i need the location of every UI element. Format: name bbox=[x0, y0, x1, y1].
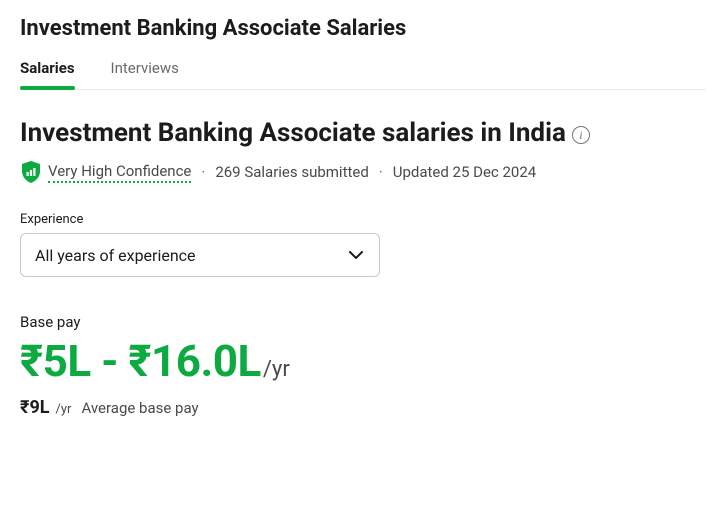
salary-heading: Investment Banking Associate salaries in… bbox=[20, 118, 566, 148]
meta-row: Very High Confidence · 269 Salaries subm… bbox=[20, 160, 706, 184]
heading-row: Investment Banking Associate salaries in… bbox=[20, 118, 706, 148]
average-amount: ₹9L bbox=[20, 397, 50, 418]
experience-label: Experience bbox=[20, 212, 706, 227]
chevron-down-icon bbox=[347, 246, 365, 264]
page-title: Investment Banking Associate Salaries bbox=[20, 16, 706, 41]
experience-dropdown[interactable]: All years of experience bbox=[20, 233, 380, 277]
tab-interviews[interactable]: Interviews bbox=[111, 59, 179, 89]
salary-range-row: ₹5L - ₹16.0L /yr bbox=[20, 335, 706, 387]
salary-per-year: /yr bbox=[263, 357, 290, 382]
confidence-badge[interactable]: Very High Confidence bbox=[20, 160, 191, 184]
base-pay-label: Base pay bbox=[20, 313, 706, 331]
info-icon[interactable]: i bbox=[572, 126, 590, 144]
average-label: Average base pay bbox=[81, 399, 198, 417]
average-row: ₹9L/yr Average base pay bbox=[20, 397, 706, 418]
average-per: /yr bbox=[56, 402, 72, 417]
tab-salaries[interactable]: Salaries bbox=[20, 59, 75, 89]
confidence-label: Very High Confidence bbox=[48, 162, 191, 183]
separator-dot: · bbox=[379, 163, 383, 181]
shield-icon bbox=[20, 160, 42, 184]
updated-date: Updated 25 Dec 2024 bbox=[393, 163, 536, 181]
separator-dot: · bbox=[201, 163, 205, 181]
salaries-submitted: 269 Salaries submitted bbox=[215, 163, 369, 181]
salary-range: ₹5L - ₹16.0L bbox=[20, 335, 261, 387]
tabs-container: Salaries Interviews bbox=[20, 59, 706, 90]
experience-selected: All years of experience bbox=[35, 246, 196, 265]
